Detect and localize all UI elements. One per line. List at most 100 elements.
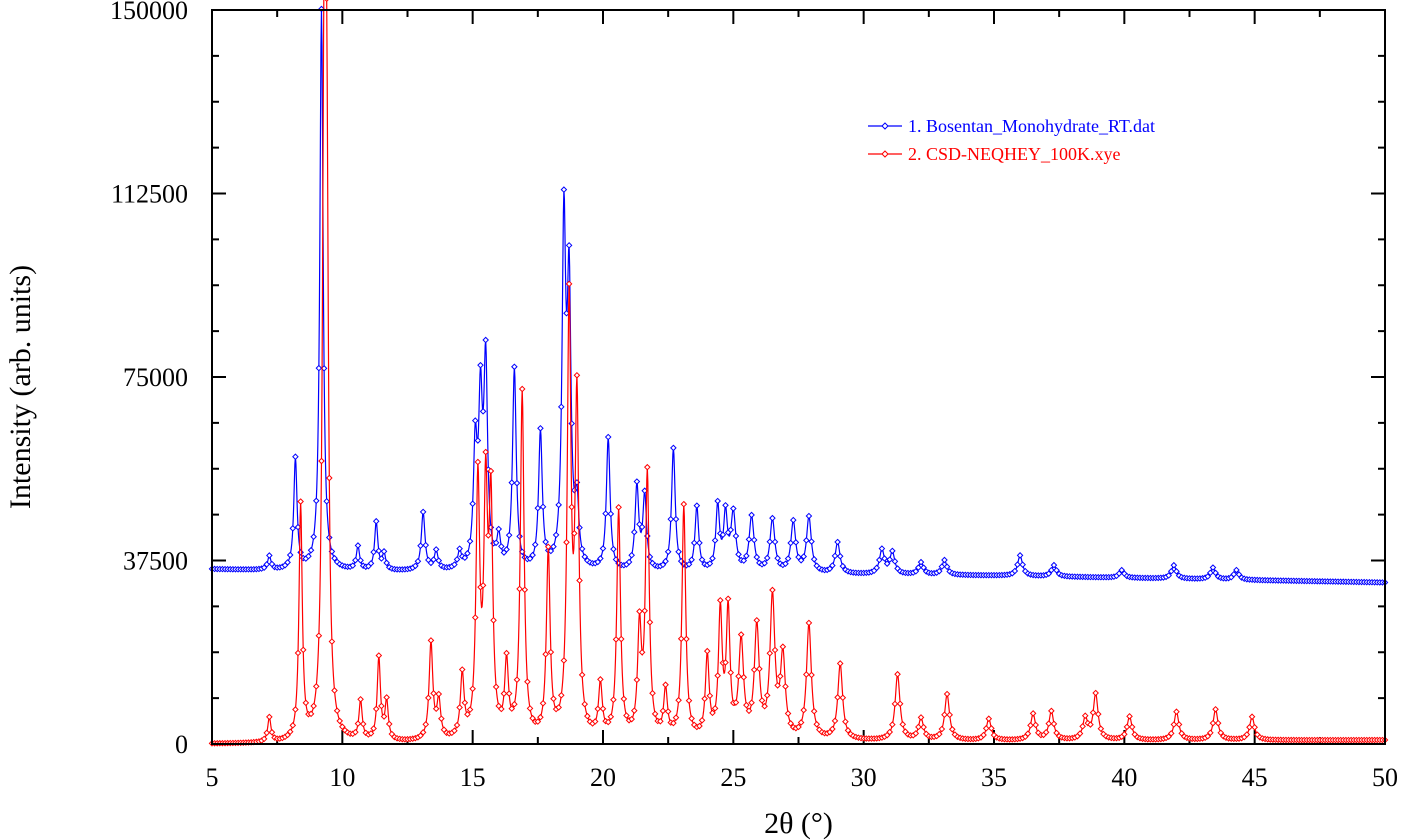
data-point [831, 717, 839, 725]
data-point [547, 648, 555, 656]
data-point [703, 647, 711, 655]
data-point [805, 619, 813, 627]
data-point [1019, 561, 1026, 568]
data-point [1175, 721, 1183, 728]
data-point [808, 671, 815, 679]
data-point [487, 467, 495, 475]
data-point [612, 636, 620, 643]
data-point [774, 682, 781, 689]
series-1-markers [208, 5, 1389, 586]
data-point [354, 542, 362, 549]
x-axis-ticks [211, 10, 1386, 744]
data-point [508, 705, 516, 712]
data-point [943, 690, 951, 698]
data-point [607, 713, 615, 721]
data-point [461, 699, 469, 707]
data-point [464, 550, 471, 557]
data-point [889, 721, 896, 728]
data-point [471, 417, 479, 424]
data-point [263, 561, 271, 568]
data-point [492, 683, 500, 691]
data-point [1230, 570, 1238, 578]
data-point [315, 632, 323, 639]
data-point [325, 534, 333, 541]
data-point [511, 700, 518, 708]
data-point [435, 690, 443, 698]
data-point [555, 501, 562, 509]
data-point [834, 538, 841, 546]
data-point [266, 713, 273, 721]
data-point [385, 720, 393, 728]
data-point [1048, 707, 1055, 715]
data-point [912, 730, 920, 737]
data-point [542, 538, 549, 546]
series-2 [208, 0, 1389, 747]
data-point [683, 635, 690, 643]
data-point [685, 697, 693, 704]
data-point [709, 555, 716, 562]
data-point [516, 585, 523, 593]
data-point [482, 448, 490, 456]
y-tick-label: 37500 [123, 547, 188, 576]
data-point [479, 408, 487, 415]
data-point [412, 562, 419, 570]
data-point [1032, 721, 1040, 729]
data-point [578, 545, 586, 553]
data-point [482, 336, 490, 344]
data-point [839, 694, 847, 702]
data-point [667, 515, 675, 523]
data-point [584, 712, 591, 720]
data-point [912, 568, 920, 575]
series-1-line [211, 8, 1386, 584]
data-point [1011, 567, 1019, 575]
x-tick-label: 50 [1372, 763, 1398, 792]
data-point [894, 670, 901, 678]
data-point [800, 553, 808, 560]
data-point [555, 704, 562, 711]
data-point [722, 501, 729, 509]
x-axis-title: 2θ (°) [764, 807, 833, 840]
data-point [581, 700, 589, 708]
data-point [568, 420, 576, 427]
data-point [935, 567, 943, 575]
data-point [657, 717, 664, 725]
x-tick-label: 20 [590, 763, 616, 792]
data-point [896, 700, 904, 708]
data-point [750, 536, 758, 544]
data-point [1045, 570, 1053, 577]
y-tick-label: 75000 [123, 363, 188, 392]
data-point [531, 541, 539, 548]
data-point [599, 545, 607, 552]
data-point [292, 453, 299, 461]
data-point [630, 528, 638, 536]
data-point [714, 497, 722, 505]
data-point [771, 646, 779, 654]
data-point [1126, 713, 1133, 720]
data-point [782, 560, 789, 568]
data-point [1115, 570, 1123, 577]
data-point [581, 553, 589, 561]
data-point [810, 707, 818, 715]
data-point [1246, 723, 1253, 731]
data-point [761, 559, 768, 567]
data-point [690, 539, 698, 547]
data-point [696, 539, 703, 547]
data-point [464, 711, 471, 718]
data-point [875, 556, 883, 564]
data-point [370, 725, 377, 732]
data-point [1167, 730, 1175, 737]
data-point [604, 718, 612, 726]
data-point [836, 552, 844, 560]
data-point [1027, 722, 1034, 729]
data-point [1016, 552, 1024, 559]
data-point [560, 186, 568, 193]
data-point [451, 561, 458, 568]
data-point [578, 671, 586, 679]
data-point [422, 541, 430, 549]
data-point [286, 551, 294, 559]
data-point [484, 532, 492, 539]
data-point [349, 562, 357, 569]
data-point [784, 710, 792, 717]
data-point [711, 537, 719, 544]
